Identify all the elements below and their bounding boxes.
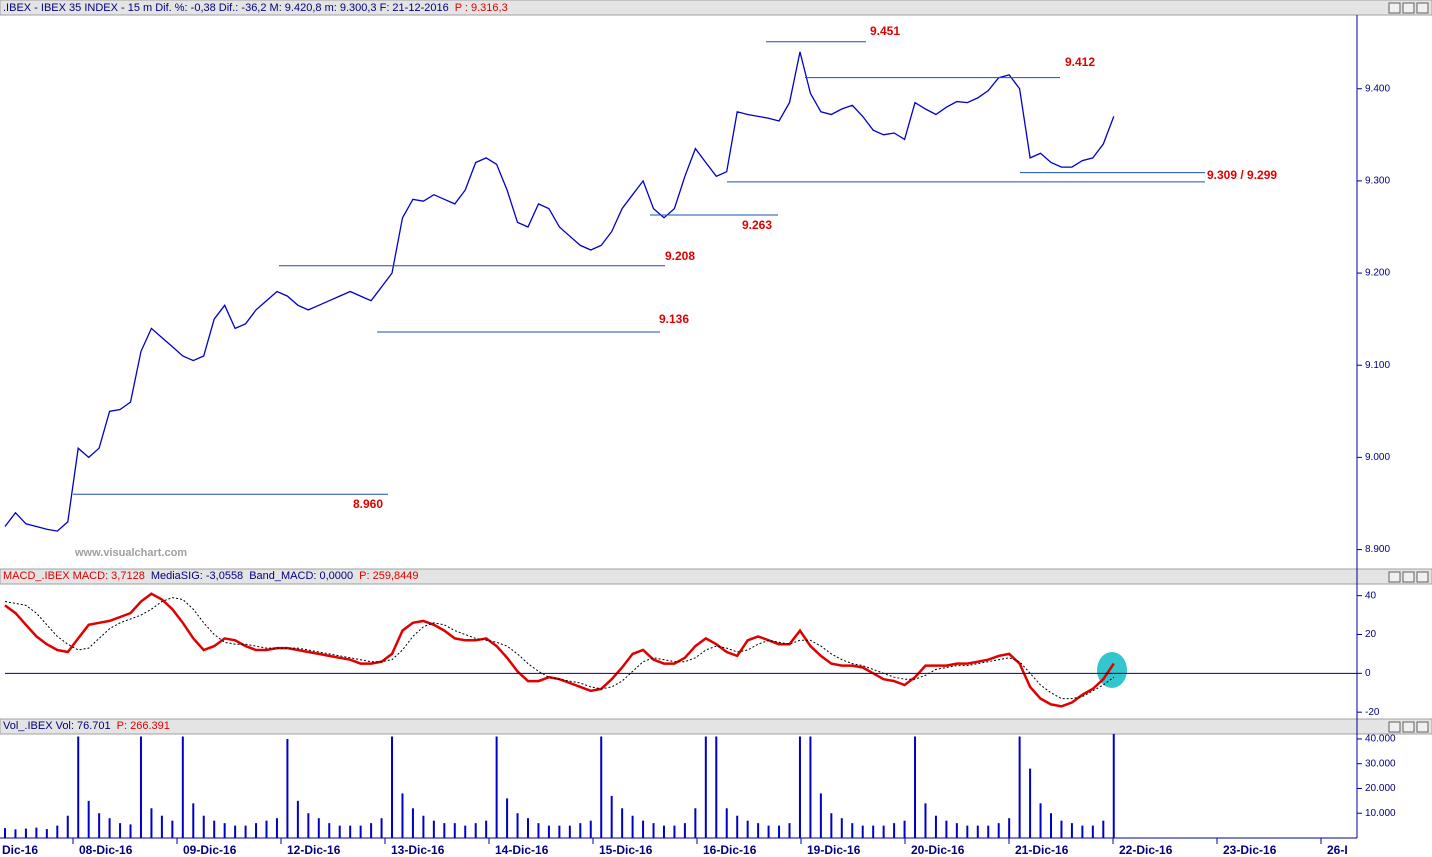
y-tick-label: 9.100 — [1365, 360, 1390, 371]
minimize-button[interactable] — [1388, 571, 1401, 583]
x-tick-label: 21-Dic-16 — [1015, 843, 1069, 857]
level-label: 9.136 — [659, 312, 689, 326]
level-label: 9.208 — [665, 249, 695, 263]
y-tick-label: 0 — [1365, 668, 1371, 679]
minimize-button[interactable] — [1388, 2, 1401, 14]
x-tick-label: 16-Dic-16 — [703, 843, 757, 857]
x-tick-label: 09-Dic-16 — [183, 843, 237, 857]
highlight-circle — [1097, 652, 1127, 688]
y-tick-label: 40 — [1365, 590, 1377, 601]
x-tick-label: 22-Dic-16 — [1119, 843, 1173, 857]
panel-header-text: Band_MACD: 0,0000 — [249, 570, 353, 582]
close-button[interactable] — [1416, 721, 1429, 733]
panel-header — [0, 0, 1432, 16]
panel-header-text: P: 259,8449 — [359, 570, 418, 582]
x-tick-label: 08-Dic-16 — [79, 843, 133, 857]
level-label: 9.309 / 9.299 — [1207, 168, 1277, 182]
level-label: 9.412 — [1065, 55, 1095, 69]
maximize-button[interactable] — [1402, 2, 1415, 14]
y-tick-label: 9.200 — [1365, 268, 1390, 279]
close-button[interactable] — [1416, 571, 1429, 583]
x-tick-label: 12-Dic-16 — [287, 843, 341, 857]
y-tick-label: 10.000 — [1365, 808, 1396, 819]
window-buttons — [1388, 2, 1429, 733]
watermark: www.visualchart.com — [74, 547, 187, 559]
level-label: 9.263 — [742, 218, 772, 232]
level-label: 8.960 — [353, 497, 383, 511]
panel-header-text: Vol_.IBEX Vol: 76.701 — [3, 720, 111, 732]
x-tick-label: 19-Dic-16 — [807, 843, 861, 857]
y-tick-label: 9.300 — [1365, 176, 1390, 187]
y-tick-label: 8.900 — [1365, 544, 1390, 555]
price-header-value: P : 9.316,3 — [455, 2, 508, 14]
x-tick-label: 23-Dic-16 — [1223, 843, 1277, 857]
y-tick-label: 40.000 — [1365, 734, 1396, 745]
y-tick-label: -20 — [1365, 707, 1380, 718]
minimize-button[interactable] — [1388, 721, 1401, 733]
y-tick-label: 30.000 — [1365, 758, 1396, 769]
panel-header-text: P: 266.391 — [117, 720, 170, 732]
panel-header-text: MACD_.IBEX MACD: 3,7128 — [3, 570, 145, 582]
x-tick-label: 13-Dic-16 — [391, 843, 445, 857]
x-tick-label: 14-Dic-16 — [495, 843, 549, 857]
series-line — [4, 51, 1115, 532]
y-tick-label: 20 — [1365, 629, 1377, 640]
panel-header — [0, 718, 1432, 735]
price-header: .IBEX - IBEX 35 INDEX - 15 m Dif. %: -0,… — [3, 2, 449, 14]
x-tick-label: 20-Dic-16 — [911, 843, 965, 857]
y-tick-label: 20.000 — [1365, 783, 1396, 794]
maximize-button[interactable] — [1402, 721, 1415, 733]
y-tick-label: 9.400 — [1365, 83, 1390, 94]
panel-header — [0, 568, 1432, 585]
close-button[interactable] — [1416, 2, 1429, 14]
panel-header-text: MediaSIG: -3,0558 — [151, 570, 243, 582]
x-tick-label: 26-I — [1327, 843, 1348, 857]
y-tick-label: 9.000 — [1365, 452, 1390, 463]
maximize-button[interactable] — [1402, 571, 1415, 583]
x-tick-label: 15-Dic-16 — [599, 843, 653, 857]
level-label: 9.451 — [870, 24, 900, 38]
x-tick-label: Dic-16 — [2, 843, 38, 857]
